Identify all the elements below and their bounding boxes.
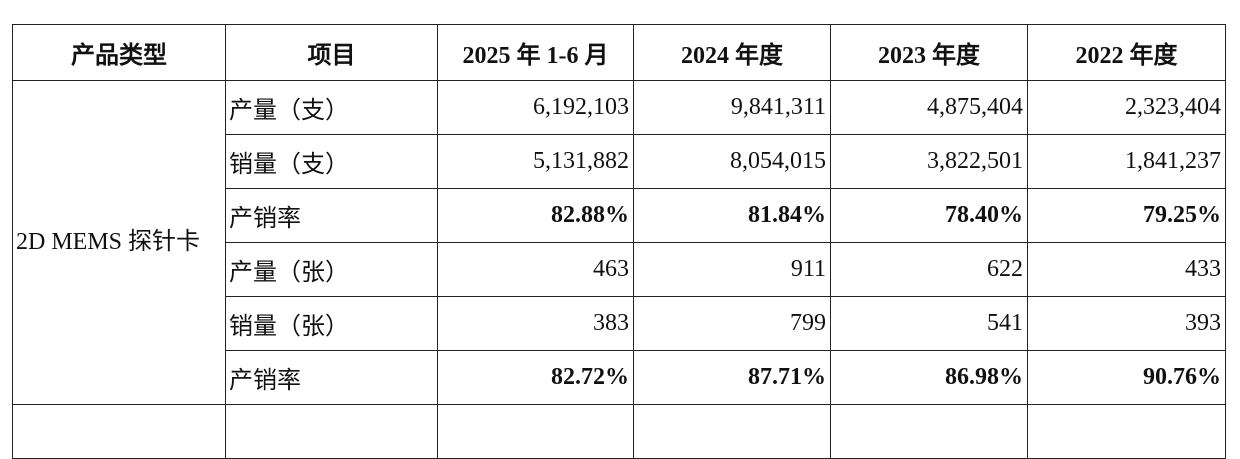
header-cell: 2024 年度 xyxy=(633,24,831,81)
value-cell: 911 xyxy=(633,242,831,297)
value-cell: 3,822,501 xyxy=(830,134,1028,189)
data-table: 产品类型 项目 2025 年 1-6 月 2024 年度 2023 年度 2022 年度 … xyxy=(12,24,1226,459)
value-cell: 6,192,103 xyxy=(437,80,634,135)
value-cell: 79.25% xyxy=(1027,188,1226,243)
value-cell: 86.98% xyxy=(830,350,1028,405)
table-row: 2D MEMS 探针卡 产量（支） 6,192,103 9,841,311 4,875,… xyxy=(12,80,1226,405)
cut-off-row xyxy=(12,404,1226,459)
header-cell: 2022 年度 xyxy=(1027,24,1226,81)
value-cell: 1,841,237 xyxy=(1027,134,1226,189)
item-cell: 产量（张） xyxy=(225,242,438,297)
value-cell: 383 xyxy=(437,296,634,351)
value-cell: 463 xyxy=(437,242,634,297)
value-cell: 4,875,404 xyxy=(830,80,1028,135)
value-cell: 393 xyxy=(1027,296,1226,351)
empty-cell xyxy=(830,404,1028,459)
item-cell: 销量（张） xyxy=(225,296,438,351)
value-cell: 87.71% xyxy=(633,350,831,405)
value-cell: 82.72% xyxy=(437,350,634,405)
category-cell: 2D MEMS 探针卡 xyxy=(12,80,226,405)
table-row: 产销率 82.88% 81.84% 78.40% 79.25% xyxy=(13,188,1226,243)
value-cell: 9,841,311 xyxy=(633,80,831,135)
header-cell: 2025 年 1-6 月 xyxy=(437,24,634,81)
table-body: 2D MEMS 探针卡 产量（支） 6,192,103 9,841,311 4,875,… xyxy=(12,80,1226,459)
header-cell: 产品类型 xyxy=(12,24,226,81)
empty-cell xyxy=(225,404,438,459)
empty-cell xyxy=(12,404,226,459)
value-cell: 82.88% xyxy=(437,188,634,243)
empty-cell xyxy=(1027,404,1226,459)
value-cell: 78.40% xyxy=(830,188,1028,243)
value-cell: 2,323,404 xyxy=(1027,80,1226,135)
header-cell: 2023 年度 xyxy=(830,24,1028,81)
table-row: 销量（张） 383 799 541 393 xyxy=(13,296,1226,351)
table-row: 产销率 82.72% 87.71% 86.98% 90.76% xyxy=(13,350,1226,405)
header-row: 产品类型 项目 2025 年 1-6 月 2024 年度 2023 年度 2022 年度 xyxy=(12,24,1226,81)
value-cell: 622 xyxy=(830,242,1028,297)
value-cell: 81.84% xyxy=(633,188,831,243)
item-cell: 销量（支） xyxy=(225,134,438,189)
value-cell: 433 xyxy=(1027,242,1226,297)
value-cell: 8,054,015 xyxy=(633,134,831,189)
item-cell: 产销率 xyxy=(225,350,438,405)
page: 产品类型 项目 2025 年 1-6 月 2024 年度 2023 年度 2022 年度 … xyxy=(12,24,1226,459)
table-row: 产量（张） 463 911 622 433 xyxy=(13,242,1226,297)
value-cell: 5,131,882 xyxy=(437,134,634,189)
value-cell: 541 xyxy=(830,296,1028,351)
item-cell: 产销率 xyxy=(225,188,438,243)
item-cell: 产量（支） xyxy=(225,80,438,135)
header-cell: 项目 xyxy=(225,24,438,81)
value-cell: 799 xyxy=(633,296,831,351)
empty-cell xyxy=(437,404,634,459)
value-cell: 90.76% xyxy=(1027,350,1226,405)
empty-cell xyxy=(633,404,831,459)
